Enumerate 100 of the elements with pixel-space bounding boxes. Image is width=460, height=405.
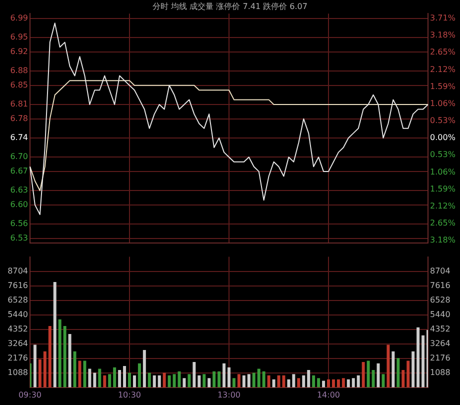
y2-tick-label: 2.12% (430, 202, 456, 211)
y2-tick-label: 3.18% (430, 236, 456, 245)
bar (267, 375, 270, 388)
bar (83, 360, 86, 388)
y2-tick-label: 7616 (430, 280, 450, 290)
bar (192, 362, 196, 388)
bar (118, 370, 122, 388)
x-tick-label: 09:30 (18, 390, 42, 400)
y-tick-label: 6.81 (10, 100, 28, 109)
bar (392, 351, 395, 388)
bar (362, 362, 365, 388)
y-tick-label: 7616 (8, 280, 28, 290)
y-tick-label: 6.74 (10, 133, 28, 142)
bar (68, 334, 72, 388)
y2-tick-label: 3264 (430, 338, 450, 348)
bar (422, 335, 425, 388)
bar (128, 372, 131, 388)
bar (237, 374, 240, 388)
bar (48, 326, 52, 388)
bar (332, 379, 335, 388)
bar (138, 363, 141, 388)
bar (63, 326, 66, 388)
y2-tick-label: 1.59% (430, 184, 456, 194)
bar (247, 374, 250, 388)
x-tick-label: 14:00 (316, 390, 340, 400)
bar (252, 372, 256, 388)
bar (242, 375, 246, 388)
bar (297, 378, 300, 388)
y-tick-label: 4352 (8, 324, 28, 334)
y-tick-label: 6528 (8, 295, 28, 304)
y-tick-label: 6.67 (10, 166, 28, 176)
y2-tick-label: 3.18% (430, 30, 456, 40)
bar (412, 351, 415, 388)
y2-tick-label: 1.06% (430, 98, 456, 108)
bar (302, 375, 306, 388)
bar (366, 360, 370, 388)
y-tick-label: 2176 (8, 353, 28, 362)
bar (402, 370, 405, 388)
bar (382, 374, 385, 388)
y-tick-label: 8704 (8, 266, 28, 276)
y-tick-label: 6.53 (10, 233, 28, 242)
bar (198, 375, 201, 388)
y2-tick-label: 3.71% (430, 14, 456, 23)
y-tick-label: 6.78 (10, 114, 28, 123)
chart-title: 分时 均线 成交量 涨停价 7.41 跌停价 6.07 (152, 2, 308, 11)
bar (202, 374, 206, 388)
bar (43, 351, 46, 388)
y-tick-label: 6.95 (10, 32, 28, 42)
y-tick-label: 6.92 (10, 46, 28, 56)
y-tick-label: 5440 (8, 310, 28, 319)
y2-tick-label: 2.65% (430, 218, 456, 228)
bar (346, 379, 350, 388)
bar (287, 379, 290, 388)
y-tick-label: 6.63 (10, 186, 28, 195)
bar (123, 366, 126, 388)
bar (406, 360, 410, 388)
bar (108, 374, 112, 388)
bar (356, 375, 360, 388)
bar (98, 368, 102, 388)
y-tick-label: 6.85 (10, 80, 28, 90)
bar (282, 375, 286, 388)
bar (292, 374, 296, 388)
bar (416, 327, 420, 388)
y2-tick-label: 0.00% (430, 133, 456, 142)
y2-tick-label: 2176 (430, 353, 450, 362)
bar (188, 374, 191, 388)
y2-tick-label: 2.12% (430, 64, 456, 74)
bar (352, 378, 355, 388)
y2-tick-label: 0.53% (430, 116, 456, 126)
y-tick-label: 6.99 (10, 13, 28, 22)
bar (33, 344, 36, 388)
x-tick-label: 13:00 (217, 390, 241, 400)
bar (152, 375, 156, 388)
y-tick-label: 6.56 (10, 219, 28, 228)
bar (162, 372, 166, 388)
bar (172, 374, 176, 388)
bar (322, 380, 326, 388)
y-tick-label: 6.70 (10, 152, 28, 162)
bar (257, 368, 260, 388)
y2-tick-label: 2.65% (430, 48, 456, 57)
bar (93, 372, 96, 388)
bar (317, 378, 320, 388)
bar (327, 379, 330, 388)
bar (342, 378, 345, 388)
bar (53, 282, 56, 388)
bar (38, 359, 42, 388)
bar (113, 367, 116, 388)
bar (386, 344, 390, 388)
bar (228, 367, 230, 388)
bar (262, 371, 266, 388)
bar (142, 350, 146, 388)
y2-tick-label: 1088 (430, 368, 450, 377)
bar (148, 372, 151, 388)
y-tick-label: 6.88 (10, 66, 28, 76)
bar (158, 375, 161, 388)
bar (272, 379, 276, 388)
bar (336, 379, 340, 388)
bar (312, 375, 316, 388)
y-tick-label: 1088 (8, 368, 28, 377)
y-tick-label: 3264 (8, 338, 28, 348)
